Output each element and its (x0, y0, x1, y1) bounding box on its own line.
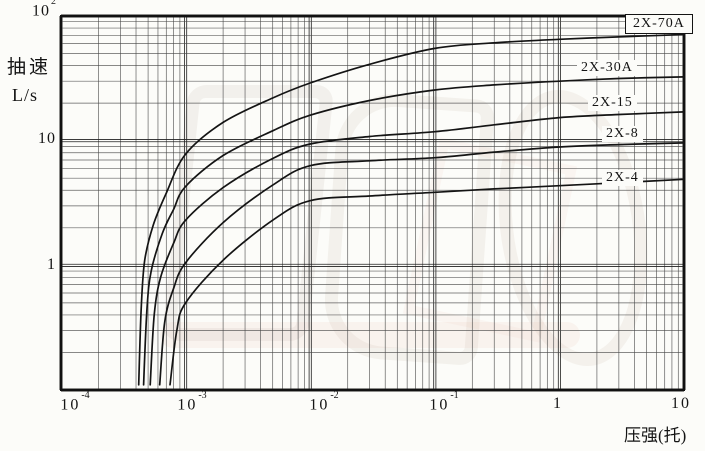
y-axis-title-line2: L/s (12, 85, 39, 105)
x-tick-10: 10 (671, 395, 691, 412)
y-axis-title-line1: 抽速 (7, 57, 52, 78)
y-tick-10: 10 (38, 130, 56, 147)
y-tick-100: 102 (32, 0, 56, 20)
x-axis-title: 压强(托) (624, 426, 687, 445)
x-tick-1e-4: 10-4 (60, 390, 90, 414)
series-label-2x-30a: 2X-30A (577, 60, 637, 76)
x-tick-1e-2: 10-2 (309, 390, 339, 414)
series-label-2x-4: 2X-4 (602, 170, 643, 186)
series-label-2x-8: 2X-8 (602, 126, 643, 142)
y-tick-1: 1 (47, 256, 56, 273)
x-tick-1e-1: 10-1 (429, 390, 459, 414)
x-tick-1e-3: 10-3 (177, 390, 207, 414)
series-label-2x-70a: 2X-70A (625, 14, 693, 34)
series-label-2x-15: 2X-15 (588, 95, 637, 111)
x-tick-1: 1 (553, 395, 563, 412)
